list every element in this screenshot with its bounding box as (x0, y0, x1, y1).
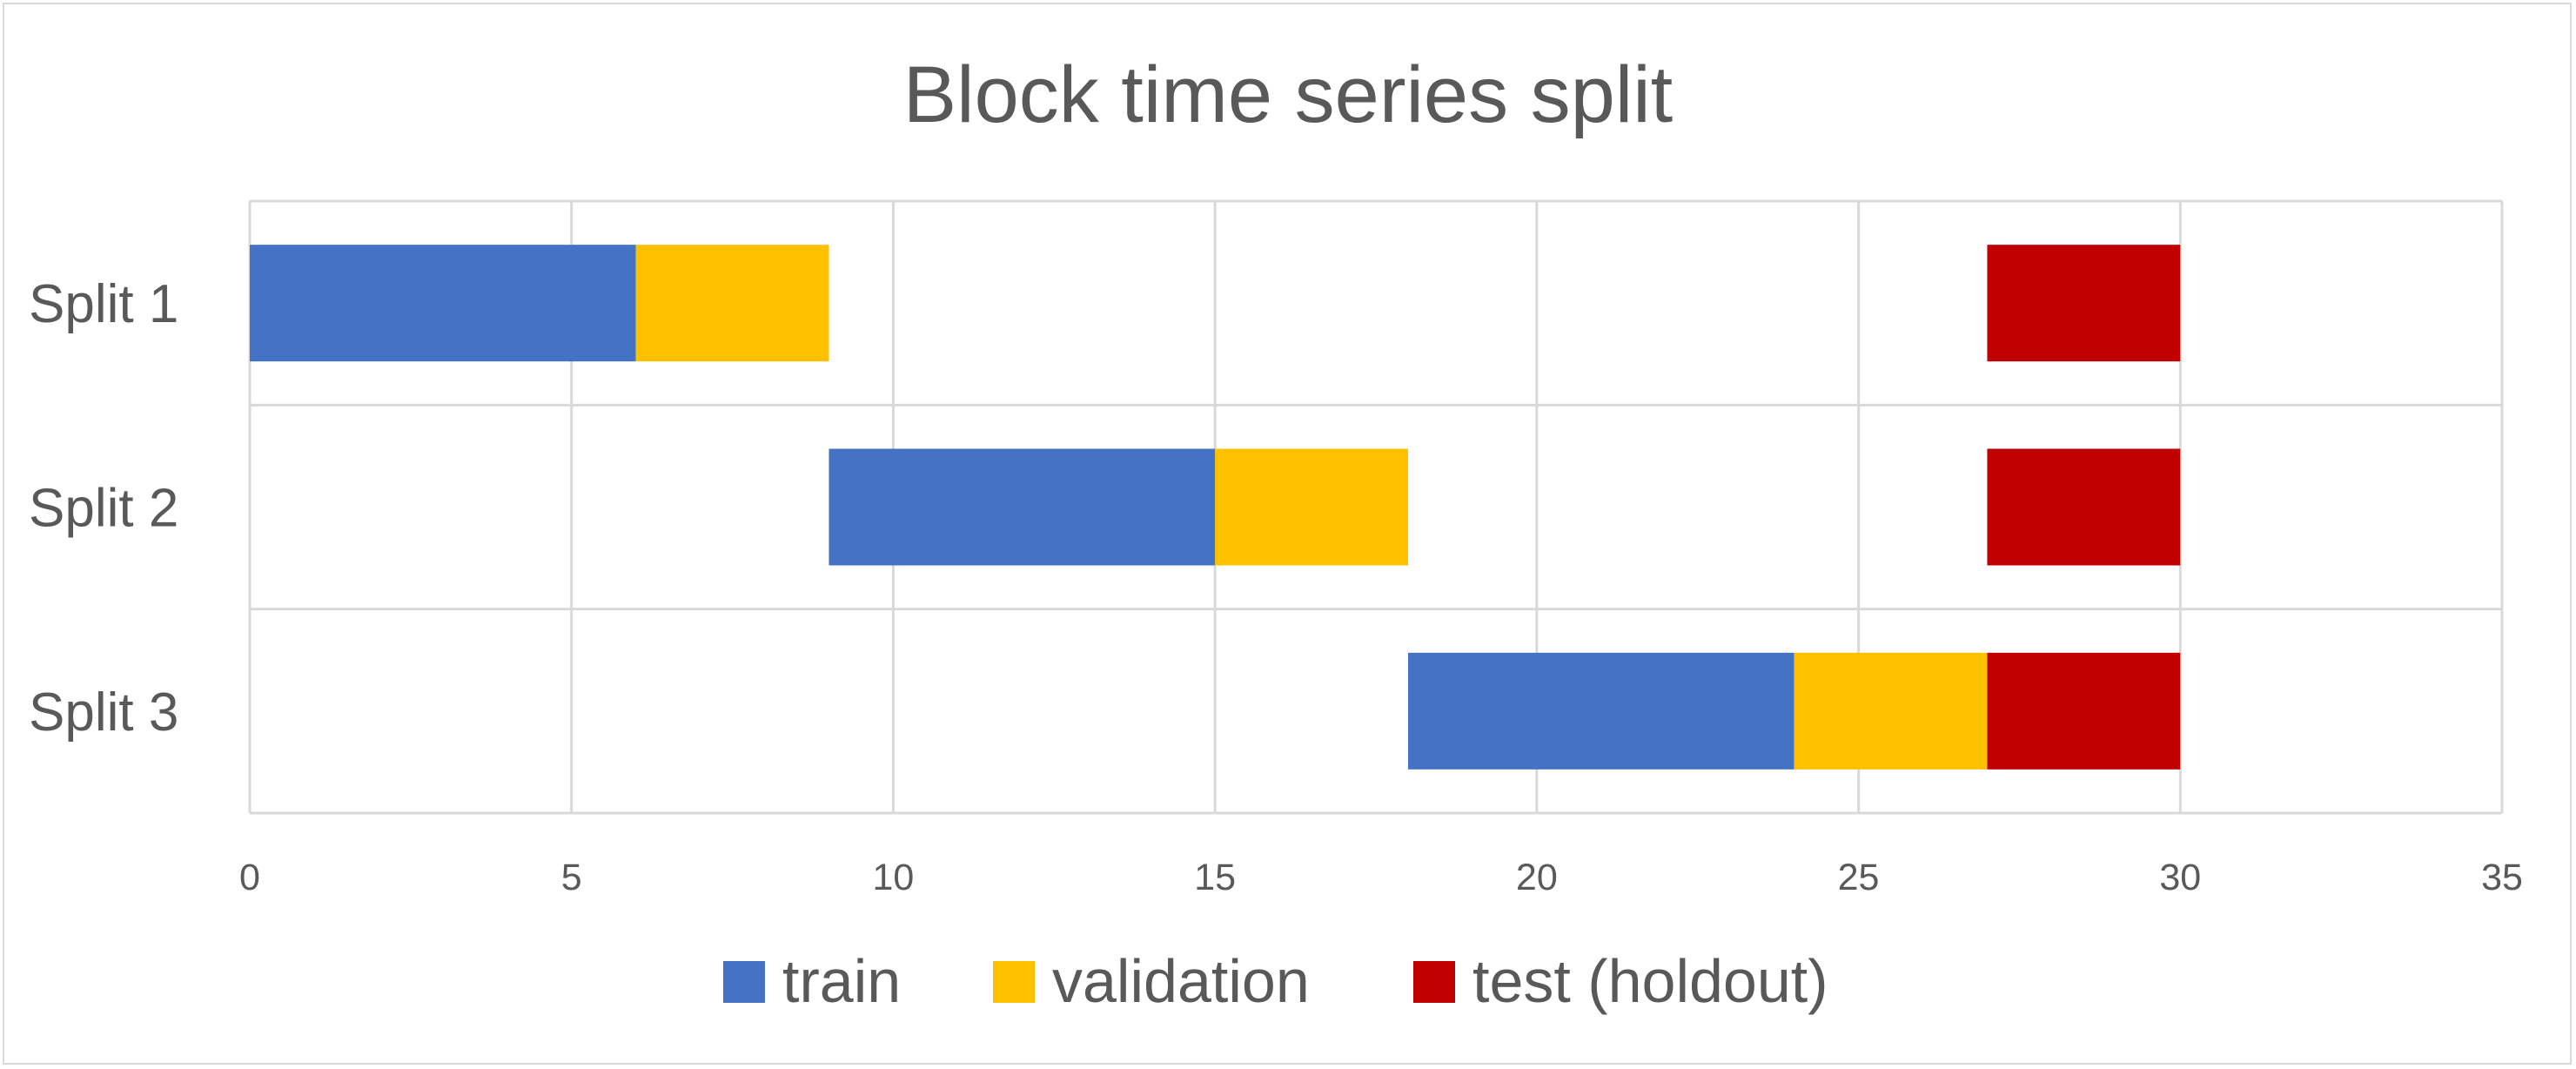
x-tick-label: 20 (1516, 857, 1558, 898)
legend-swatch (1413, 961, 1455, 1003)
legend-item: test (holdout) (1413, 947, 1828, 1015)
legend-swatch (993, 961, 1035, 1003)
bar-segment-train (1407, 652, 1794, 770)
bar-segment-train (250, 245, 636, 362)
bar-segment-validation (1794, 652, 1988, 770)
x-tick-label: 25 (1838, 857, 1880, 898)
bar-segment-test-holdout (1987, 245, 2181, 362)
x-tick-label: 30 (2159, 857, 2201, 898)
x-axis-tick-labels: 0 5 10 15 20 25 30 35 (239, 857, 2523, 898)
legend-label: train (782, 947, 901, 1015)
legend-item: validation (993, 947, 1310, 1015)
category-label: Split 2 (29, 479, 178, 539)
legend: train validation test (holdout) (723, 947, 1828, 1015)
chart-title: Block time series split (903, 50, 1673, 139)
x-tick-label: 10 (873, 857, 915, 898)
x-tick-label: 0 (239, 857, 260, 898)
legend-label: validation (1052, 947, 1310, 1015)
category-label: Split 1 (29, 274, 178, 334)
bar-segment-validation (1215, 448, 1408, 566)
x-tick-label: 15 (1194, 857, 1236, 898)
bar-segment-test-holdout (1987, 652, 2181, 770)
legend-label: test (holdout) (1472, 947, 1828, 1015)
category-labels: Split 1 Split 2 Split 3 (29, 274, 178, 743)
bar-segments (250, 245, 2181, 770)
bar-segment-train (828, 448, 1216, 566)
bar-segment-validation (635, 245, 829, 362)
x-tick-label: 5 (561, 857, 582, 898)
category-label: Split 3 (29, 682, 178, 743)
bar-segment-test-holdout (1987, 448, 2181, 566)
legend-swatch (723, 961, 765, 1003)
legend-item: train (723, 947, 901, 1015)
x-tick-label: 35 (2481, 857, 2523, 898)
